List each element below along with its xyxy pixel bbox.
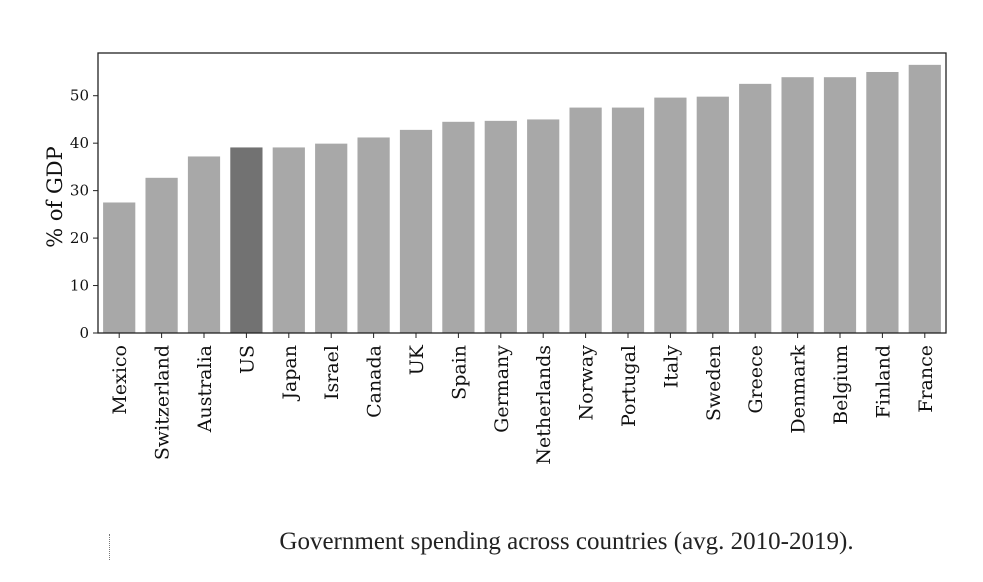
y-tick-label: 50 (70, 87, 89, 105)
bar-portugal (611, 107, 645, 333)
x-tick-label: Canada (364, 345, 386, 418)
x-tick-label: Finland (872, 345, 894, 418)
plot-frame (97, 52, 947, 334)
x-tick-label: Spain (448, 345, 470, 400)
x-tick-label: Japan (279, 345, 301, 402)
bar-australia (187, 156, 221, 333)
bar-france (908, 64, 941, 334)
bar-belgium (823, 77, 857, 333)
x-tick-label: Netherlands (533, 345, 555, 465)
margin-mark (109, 534, 111, 560)
bar-italy (654, 97, 687, 333)
x-axis: Mexico Switzerland Australia US Japan Israel C… (109, 333, 937, 465)
bar-netherlands (527, 119, 560, 333)
y-axis: 0 10 20 30 40 50 (70, 87, 98, 342)
x-tick-label: Switzerland (152, 345, 174, 460)
bar-germany (484, 120, 517, 333)
bars-group (103, 64, 941, 334)
bar-chart: 0 10 20 30 40 50 Mexico Switzerland Australia US… (43, 52, 947, 465)
x-tick-label: Greece (745, 345, 767, 414)
x-tick-label: Portugal (618, 345, 640, 427)
x-tick-label: Germany (491, 345, 513, 433)
bar-spain (442, 121, 475, 333)
bar-switzerland (145, 177, 178, 333)
y-tick-label: 40 (70, 134, 89, 152)
bar-us (230, 147, 263, 333)
y-tick-label: 0 (79, 324, 89, 342)
x-tick-label: Mexico (109, 345, 131, 415)
bar-norway (569, 107, 602, 333)
x-tick-label: Norway (576, 345, 598, 421)
bar-sweden (696, 96, 729, 333)
x-tick-label: Sweden (703, 345, 725, 421)
x-tick-label: US (236, 345, 258, 374)
figure-caption: Government spending across countries (av… (279, 528, 854, 555)
y-tick-label: 30 (70, 182, 89, 200)
bar-canada (357, 137, 390, 333)
y-tick-label: 20 (70, 229, 89, 247)
bar-mexico (103, 202, 136, 333)
y-tick-label: 10 (70, 277, 89, 295)
bar-greece (739, 83, 772, 333)
bar-japan (272, 147, 305, 333)
x-tick-label: Israel (321, 345, 343, 400)
x-tick-label: Denmark (788, 345, 810, 434)
x-tick-label: Italy (660, 345, 682, 389)
x-tick-label: Australia (194, 345, 216, 433)
x-tick-label: France (915, 345, 937, 413)
bar-finland (866, 71, 899, 333)
bar-israel (315, 143, 348, 333)
bar-uk (399, 129, 433, 333)
x-tick-label: Belgium (830, 345, 852, 425)
y-axis-label: % of GDP (43, 146, 67, 247)
bar-denmark (781, 77, 814, 333)
x-tick-label: UK (406, 344, 428, 375)
